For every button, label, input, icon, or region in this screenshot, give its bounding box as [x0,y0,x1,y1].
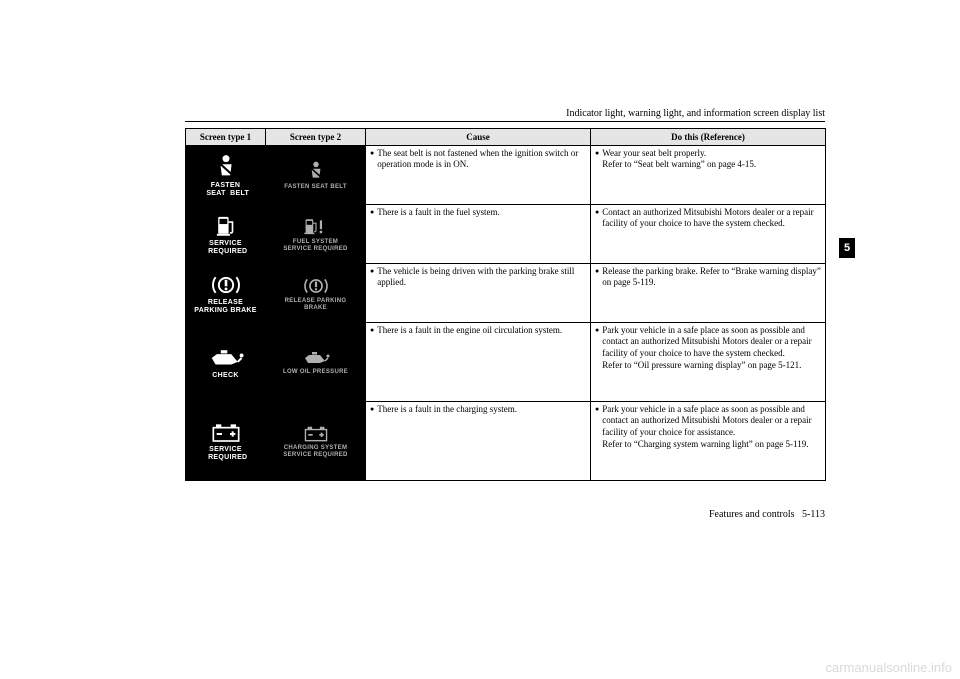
cause-cell: The seat belt is not fastened when the i… [366,146,591,205]
screen1-cell: SERVICE REQUIRED [186,402,266,481]
screen1-label: SERVICE REQUIRED [204,240,248,255]
screen2-cell: RELEASE PARKING BRAKE [266,264,366,323]
screen2-label: CHARGING SYSTEM SERVICE REQUIRED [283,445,347,458]
screen1-label: SERVICE REQUIRED [204,446,248,461]
cause-cell: There is a fault in the charging system. [366,402,591,481]
cause-text: The vehicle is being driven with the par… [377,266,586,289]
screen1-cell: FASTEN SEAT BELT [186,146,266,205]
action-cell: Wear your seat belt properly.Refer to “S… [591,146,826,205]
manual-page: Indicator light, warning light, and info… [185,108,825,520]
action-cell: Contact an authorized Mitsubishi Motors … [591,205,826,264]
oil-can-icon: LOW OIL PRESSURE [266,323,365,401]
cause-text: There is a fault in the engine oil circu… [377,325,586,336]
screen2-label: LOW OIL PRESSURE [283,369,348,375]
cause-cell: There is a fault in the engine oil circu… [366,323,591,402]
table-row: SERVICE REQUIRED CHARGING SYST [186,402,826,481]
screen2-label: FASTEN SEAT BELT [284,184,347,190]
warning-table: Screen type 1 Screen type 2 Cause Do thi… [185,128,826,481]
table-row: FASTEN SEAT BELT FASTEN SEAT BELT T [186,146,826,205]
screen2-cell: FUEL SYSTEM SERVICE REQUIRED [266,205,366,264]
action-text: Contact an authorized Mitsubishi Motors … [602,207,821,230]
brake-warning-icon: RELEASE PARKING BRAKE [266,264,365,322]
table-row: CHECK LOW OIL PRESSURE [186,323,826,402]
seatbelt-icon: FASTEN SEAT BELT [186,146,265,204]
watermark: carmanualsonline.info [826,660,952,675]
screen2-cell: LOW OIL PRESSURE [266,323,366,402]
screen1-label: CHECK [212,372,238,379]
screen2-cell: FASTEN SEAT BELT [266,146,366,205]
header-screen2: Screen type 2 [266,129,366,146]
fuel-pump-icon: SERVICE REQUIRED [186,205,265,263]
screen2-label: RELEASE PARKING BRAKE [285,298,347,311]
battery-icon: SERVICE REQUIRED [186,402,265,480]
screen1-cell: RELEASE PARKING BRAKE [186,264,266,323]
fuel-pump-icon: FUEL SYSTEM SERVICE REQUIRED [266,205,365,263]
cause-text: The seat belt is not fastened when the i… [377,148,586,171]
action-text: Wear your seat belt properly.Refer to “S… [602,148,821,171]
page-footer: Features and controls 5-113 [185,509,825,520]
chapter-tab: 5 [839,238,855,258]
seatbelt-icon: FASTEN SEAT BELT [266,146,365,204]
screen1-cell: SERVICE REQUIRED [186,205,266,264]
cause-cell: There is a fault in the fuel system. [366,205,591,264]
table-row: RELEASE PARKING BRAKE RELEASE PARKING BR… [186,264,826,323]
action-cell: Park your vehicle in a safe place as soo… [591,323,826,402]
brake-warning-icon: RELEASE PARKING BRAKE [186,264,265,322]
header-screen1: Screen type 1 [186,129,266,146]
action-text: Park your vehicle in a safe place as soo… [602,404,821,450]
section-title: Indicator light, warning light, and info… [185,108,825,122]
action-text: Park your vehicle in a safe place as soo… [602,325,821,371]
oil-can-icon: CHECK [186,323,265,401]
header-cause: Cause [366,129,591,146]
screen2-label: FUEL SYSTEM SERVICE REQUIRED [283,239,347,252]
footer-page: 5-113 [802,509,825,520]
screen1-cell: CHECK [186,323,266,402]
action-cell: Release the parking brake. Refer to “Bra… [591,264,826,323]
cause-text: There is a fault in the fuel system. [377,207,586,218]
cause-text: There is a fault in the charging system. [377,404,586,415]
screen2-cell: CHARGING SYSTEM SERVICE REQUIRED [266,402,366,481]
header-action: Do this (Reference) [591,129,826,146]
screen1-label: RELEASE PARKING BRAKE [194,299,257,314]
cause-cell: The vehicle is being driven with the par… [366,264,591,323]
footer-section: Features and controls [709,509,795,520]
table-row: SERVICE REQUIRED FUEL SYSTEM S [186,205,826,264]
screen1-label: FASTEN SEAT BELT [202,182,249,197]
action-text: Release the parking brake. Refer to “Bra… [602,266,821,289]
action-cell: Park your vehicle in a safe place as soo… [591,402,826,481]
battery-icon: CHARGING SYSTEM SERVICE REQUIRED [266,402,365,480]
